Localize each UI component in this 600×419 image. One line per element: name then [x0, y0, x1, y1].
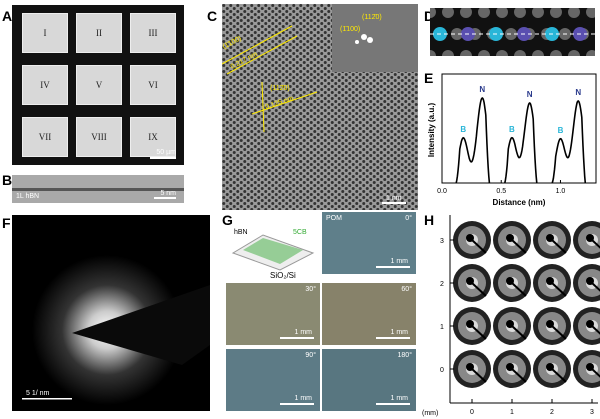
square-label: V: [95, 80, 103, 90]
panel-label-g: G: [222, 212, 233, 228]
panel-label-f: F: [2, 215, 11, 231]
scale-bar-b: 5 nm: [160, 190, 176, 197]
x-tick-3: 3: [590, 409, 594, 416]
hbn-array-image: I II III IV V VI VII VIII IX 50 µm: [12, 5, 184, 165]
hrtem-image: (1̄100) (112̄0) (1̄100) 0.217 nm (112̄0)…: [222, 4, 418, 210]
y-axis-label: Intensity (a.u.): [427, 103, 436, 158]
diffraction-map: 0 1 2 3 0 1 2 3 (mm): [422, 215, 600, 417]
x-tick-1: 1: [510, 409, 514, 416]
pattern-2-3: [573, 307, 600, 345]
cross-section-image: 1L hBN 5 nm: [12, 175, 184, 203]
pattern-3-2: [533, 350, 571, 388]
square-label: I: [43, 28, 47, 38]
square-1: I: [22, 13, 68, 53]
pattern-2-2: [533, 307, 571, 345]
square-8: VIII: [76, 117, 122, 157]
peak-label-2: B: [509, 125, 515, 134]
x-tick-0: 0: [470, 409, 474, 416]
pattern-0-0: [453, 221, 491, 259]
substrate-label: SiO₂/Si: [270, 271, 296, 280]
peak-label-5: N: [575, 88, 581, 97]
atom-model-image: [430, 8, 595, 56]
scale-bar-f: 5 1/ nm: [26, 390, 50, 397]
fft-label-1: (1̄100): [340, 26, 360, 33]
pattern-2-1: [493, 307, 531, 345]
pattern-3-3: [573, 350, 600, 388]
peak-label-1: N: [479, 85, 485, 94]
device-schematic: hBN 5CB SiO₂/Si: [231, 229, 315, 280]
y-tick-2: 2: [440, 281, 444, 288]
pom-image-180: 180° 1 mm: [322, 349, 416, 411]
square-9: IX: [130, 117, 176, 157]
square-label: VI: [148, 80, 158, 90]
x-tick-2: 1.0: [556, 188, 566, 195]
square-label: III: [148, 28, 158, 38]
unit-label: (mm): [422, 410, 438, 417]
panel-label-a: A: [2, 8, 13, 24]
intensity-curve: [455, 96, 587, 184]
square-label: IV: [40, 80, 50, 90]
square-7: VII: [22, 117, 68, 157]
pattern-0-2: [533, 221, 571, 259]
square-2: II: [76, 13, 122, 53]
x-tick-2: 2: [550, 409, 554, 416]
panel-label-c: C: [207, 8, 218, 24]
pattern-1-1: [493, 264, 531, 302]
square-6: VI: [130, 65, 176, 105]
peak-label-4: B: [558, 126, 564, 135]
square-label: VIII: [91, 132, 107, 142]
intensity-profile-chart: B N B N B N 0.0 0.5 1.0 Distance (nm) Intensity…: [427, 73, 597, 207]
square-label: VII: [38, 132, 52, 142]
pattern-1-2: [533, 264, 571, 302]
scale-bar-a: 50 µm: [156, 149, 176, 156]
plot-frame: [441, 73, 597, 184]
panel-label-e: E: [424, 70, 434, 86]
pattern-0-1: [493, 221, 531, 259]
scale-bar-c: 1 nm: [386, 195, 402, 202]
square-5: V: [76, 65, 122, 105]
y-tick-3: 3: [440, 238, 444, 245]
x-axis-label: Distance (nm): [493, 198, 546, 207]
x-tick-0: 0.0: [437, 188, 447, 195]
pom-image-60: 60° 1 mm: [322, 283, 416, 345]
panel-label-b: B: [2, 172, 13, 188]
layer-label: 1L hBN: [16, 193, 40, 200]
5cb-label: 5CB: [293, 229, 307, 236]
x-tick-1: 0.5: [496, 188, 506, 195]
y-tick-0: 0: [440, 367, 444, 374]
diffraction-pattern-image: 5 1/ nm: [12, 215, 210, 411]
pattern-1-3: [573, 264, 600, 302]
pom-image-0: POM 0° 1 mm: [322, 212, 416, 274]
pattern-0-3: [573, 221, 600, 259]
y-tick-1: 1: [440, 324, 444, 331]
panel-label-h: H: [424, 212, 435, 228]
hbn-label: hBN: [234, 229, 248, 236]
square-4: IV: [22, 65, 68, 105]
pattern-3-0: [453, 350, 491, 388]
square-label: II: [96, 28, 102, 38]
fft-label-2: (112̄0): [362, 14, 382, 21]
square-label: IX: [148, 132, 158, 142]
pattern-3-1: [493, 350, 531, 388]
plane-label-2: (112̄0): [270, 85, 290, 92]
pom-image-30: 30° 1 mm: [226, 283, 320, 345]
pom-image-90: 90° 1 mm: [226, 349, 320, 411]
peak-label-0: B: [460, 125, 466, 134]
square-3: III: [130, 13, 176, 53]
peak-label-3: N: [527, 90, 533, 99]
pattern-2-0: [453, 307, 491, 345]
pattern-1-0: [453, 264, 491, 302]
